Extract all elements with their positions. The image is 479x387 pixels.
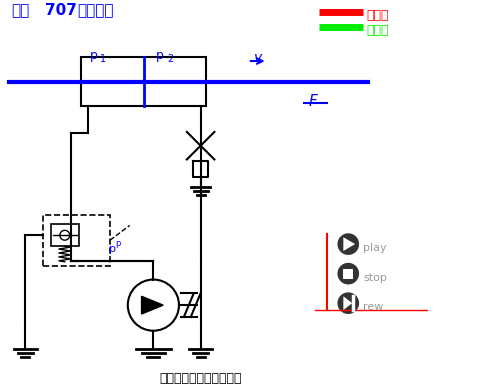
Bar <box>43 214 110 266</box>
Circle shape <box>337 233 359 255</box>
Bar <box>343 269 353 279</box>
Circle shape <box>60 230 70 240</box>
Text: rew: rew <box>363 302 383 312</box>
Text: 剪辑制作: 剪辑制作 <box>78 3 114 18</box>
Text: 进油路: 进油路 <box>366 9 388 22</box>
Text: p: p <box>109 244 116 254</box>
Text: 1: 1 <box>100 54 106 64</box>
Circle shape <box>128 279 179 331</box>
Text: play: play <box>363 243 387 253</box>
Circle shape <box>337 263 359 284</box>
Bar <box>80 57 205 106</box>
Text: stop: stop <box>363 272 387 283</box>
Polygon shape <box>142 296 163 314</box>
Text: 节流阀出口节流调速回路: 节流阀出口节流调速回路 <box>160 372 242 385</box>
Text: p: p <box>156 49 164 62</box>
Bar <box>51 224 79 246</box>
Text: 回油路: 回油路 <box>366 24 388 37</box>
Text: p: p <box>115 239 120 248</box>
Polygon shape <box>343 296 352 310</box>
Circle shape <box>337 292 359 314</box>
Text: p: p <box>90 49 97 62</box>
Text: F: F <box>309 94 318 108</box>
Text: 化工: 化工 <box>11 3 30 18</box>
Text: 2: 2 <box>167 54 173 64</box>
Text: 707: 707 <box>45 3 77 18</box>
Polygon shape <box>343 237 355 251</box>
Text: v: v <box>254 51 262 65</box>
